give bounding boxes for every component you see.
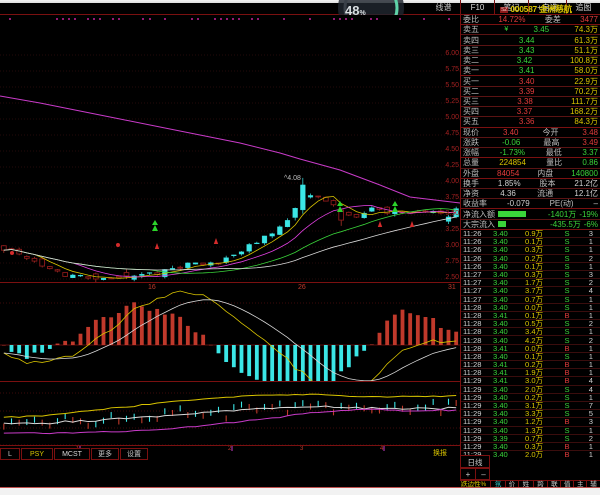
svg-text:3: 3	[300, 446, 304, 452]
svg-text:4: 4	[380, 446, 384, 452]
svg-text:^4.08: ^4.08	[284, 175, 301, 182]
svg-text:2: 2	[228, 446, 232, 452]
